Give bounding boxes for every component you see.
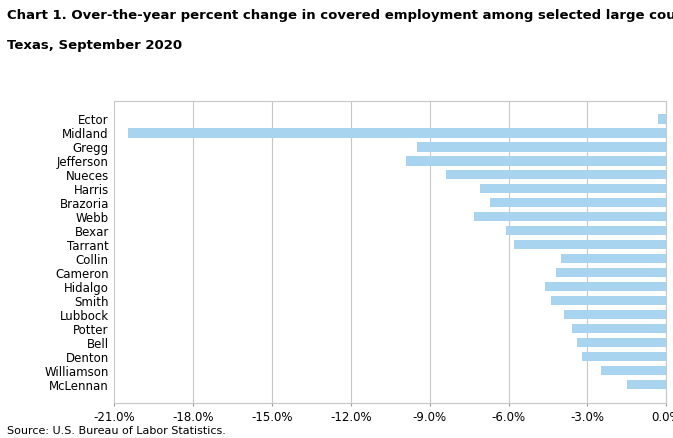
- Bar: [561, 254, 666, 263]
- Bar: [627, 380, 666, 389]
- Bar: [417, 142, 666, 152]
- Bar: [514, 240, 666, 249]
- Text: Source: U.S. Bureau of Labor Statistics.: Source: U.S. Bureau of Labor Statistics.: [7, 426, 225, 436]
- Bar: [582, 352, 666, 361]
- Bar: [564, 310, 666, 319]
- Bar: [551, 296, 666, 305]
- Bar: [577, 338, 666, 347]
- Text: Chart 1. Over-the-year percent change in covered employment among selected large: Chart 1. Over-the-year percent change in…: [7, 9, 673, 22]
- Bar: [128, 128, 666, 138]
- Bar: [474, 212, 666, 222]
- Bar: [600, 366, 666, 375]
- Bar: [658, 114, 666, 124]
- Bar: [490, 198, 666, 208]
- Bar: [446, 170, 666, 180]
- Bar: [545, 282, 666, 291]
- Bar: [556, 268, 666, 277]
- Bar: [506, 226, 666, 235]
- Bar: [480, 184, 666, 194]
- Text: Texas, September 2020: Texas, September 2020: [7, 39, 182, 53]
- Bar: [571, 324, 666, 333]
- Bar: [406, 156, 666, 166]
